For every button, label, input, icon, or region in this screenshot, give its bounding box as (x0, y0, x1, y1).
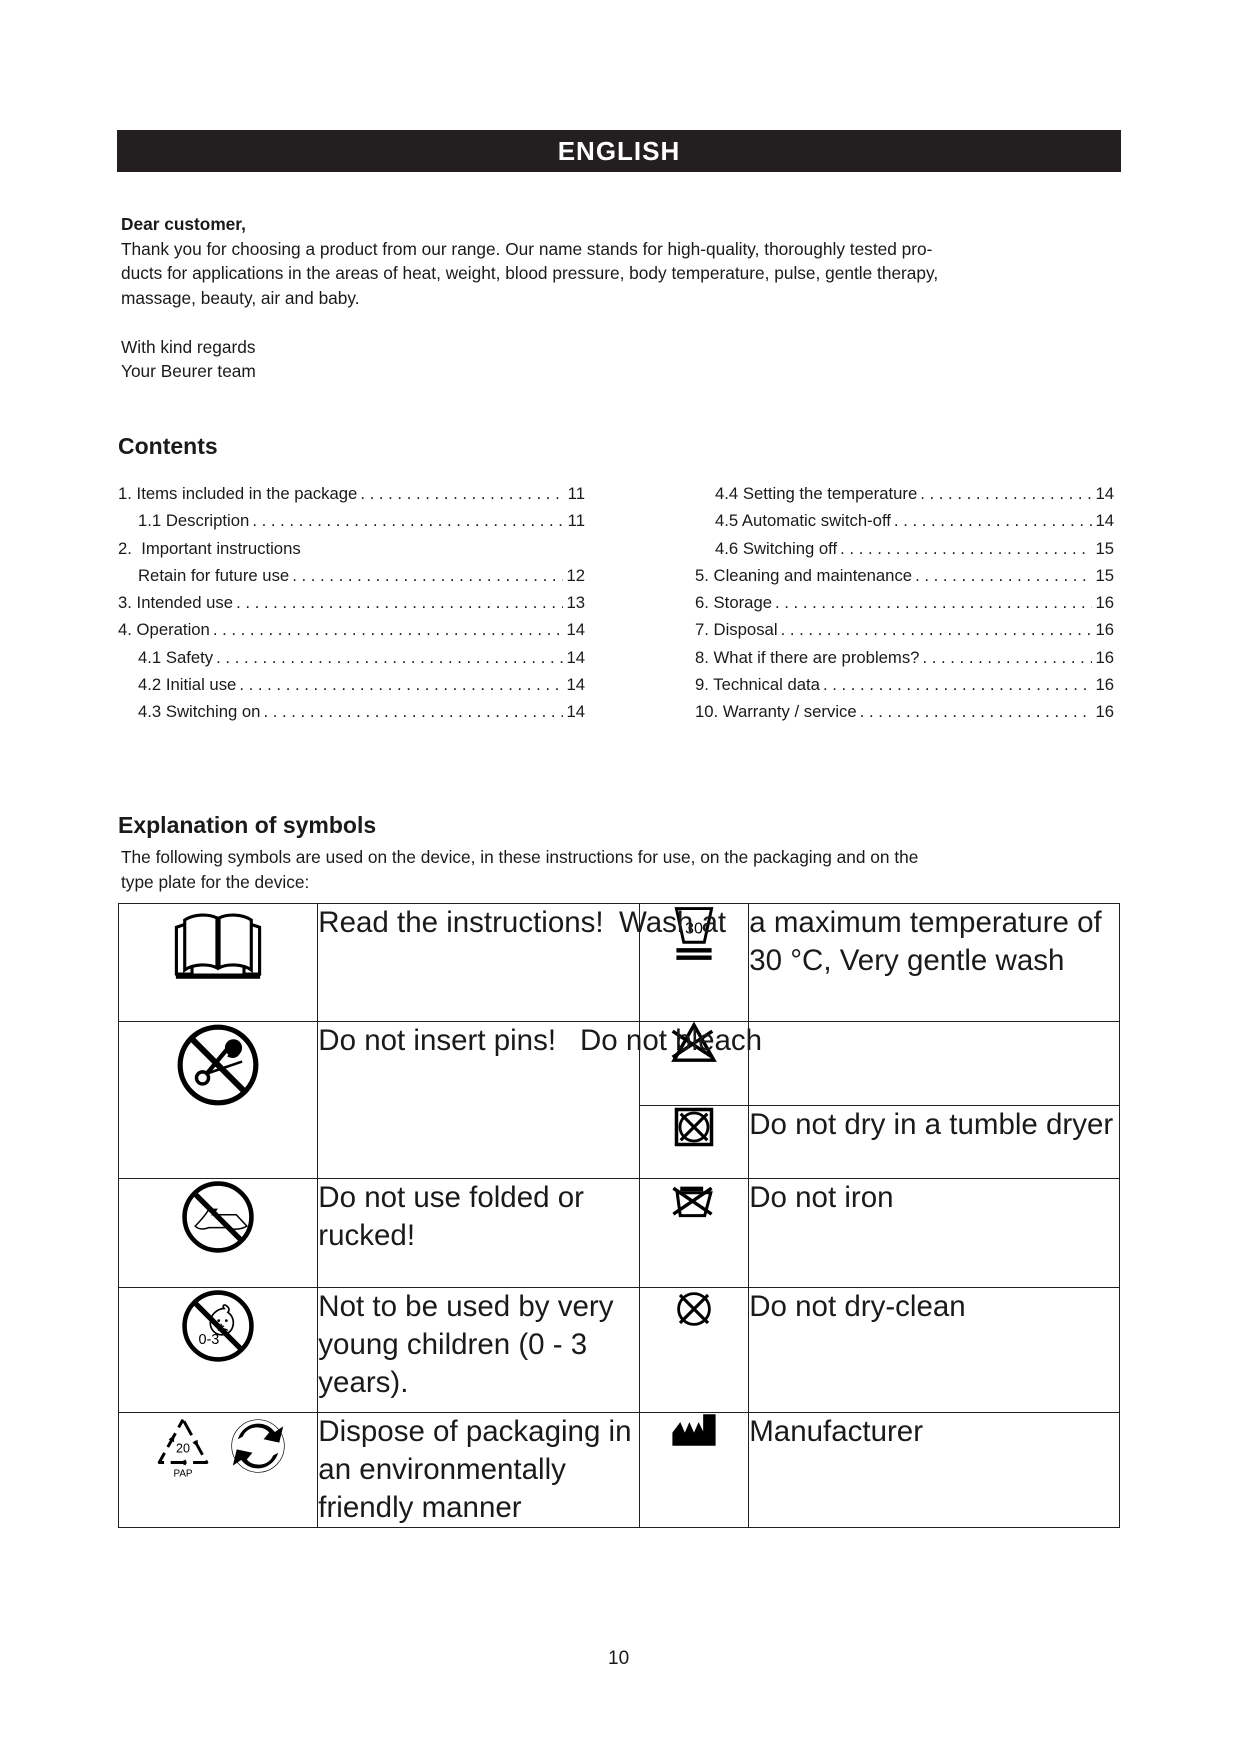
svg-text:PAP: PAP (174, 1468, 193, 1479)
svg-text:20: 20 (176, 1442, 190, 1456)
svg-text:0-3: 0-3 (199, 1332, 220, 1348)
